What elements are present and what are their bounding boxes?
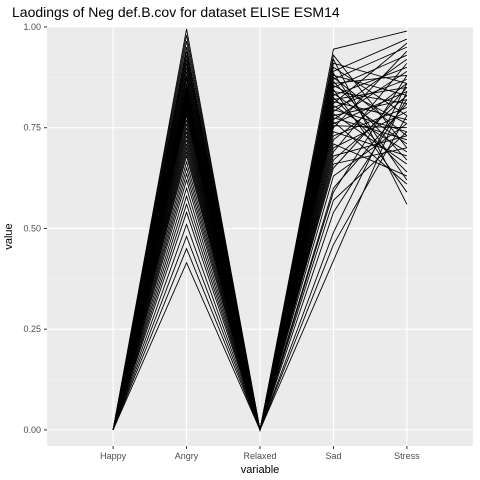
x-tick-label-angry: Angry <box>175 451 199 461</box>
x-tick-label-sad: Sad <box>325 451 341 461</box>
y-axis-title: value <box>3 223 15 249</box>
x-axis: Happy Angry Relaxed Sad Stress <box>100 446 420 461</box>
y-tick-label: 1.00 <box>23 22 41 32</box>
y-tick-label: 0.25 <box>23 324 41 334</box>
y-axis: 0.00 0.25 0.50 0.75 1.00 <box>23 22 47 435</box>
chart-title: Laodings of Neg def.B.cov for dataset EL… <box>12 4 340 20</box>
y-tick-label: 0.50 <box>23 223 41 233</box>
x-axis-title: variable <box>241 464 280 476</box>
x-tick-label-happy: Happy <box>100 451 127 461</box>
y-tick-label: 0.00 <box>23 425 41 435</box>
series-lines <box>112 28 408 432</box>
x-tick-label-stress: Stress <box>394 451 420 461</box>
y-tick-label: 0.75 <box>23 123 41 133</box>
series-line-52 <box>112 91 408 432</box>
x-tick-label-relaxed: Relaxed <box>243 451 276 461</box>
